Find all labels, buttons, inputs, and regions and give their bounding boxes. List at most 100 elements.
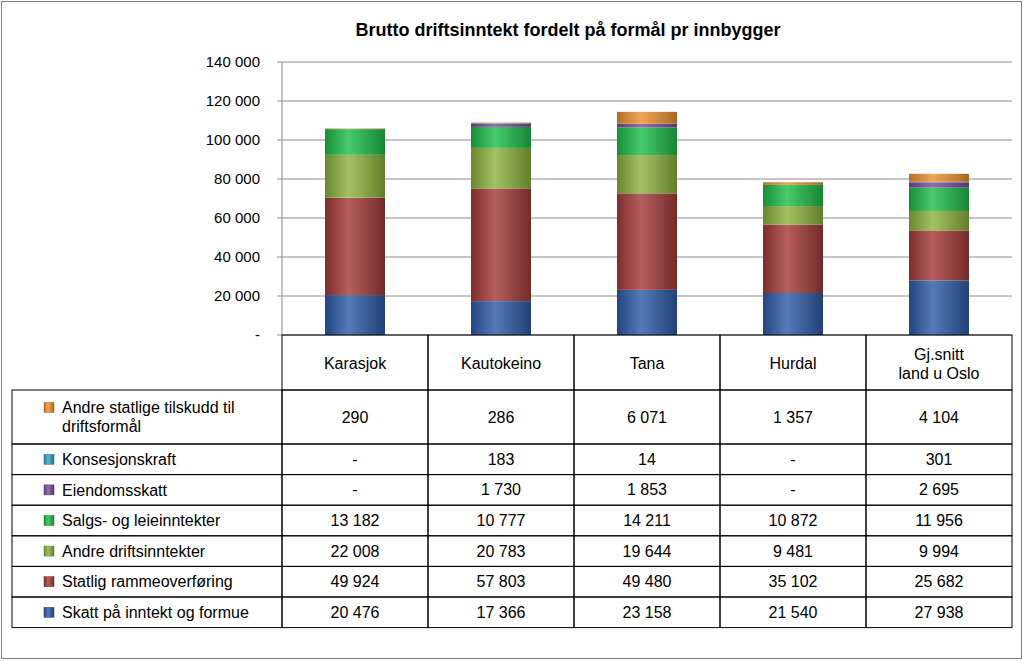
legend-key bbox=[44, 454, 54, 464]
table-row-header-cell bbox=[12, 505, 282, 536]
bar-segment bbox=[617, 290, 677, 335]
legend-label: Skatt på inntekt og formue bbox=[62, 604, 249, 621]
table-cell bbox=[428, 597, 574, 628]
table-value: 6 071 bbox=[627, 409, 667, 426]
table-cell bbox=[866, 566, 1012, 597]
category-label-line: Hurdal bbox=[769, 355, 816, 372]
table-cell bbox=[720, 505, 866, 536]
table-value: - bbox=[352, 481, 357, 498]
bar-segment bbox=[617, 127, 677, 155]
table-cell bbox=[866, 390, 1012, 444]
tick-mark bbox=[277, 296, 282, 297]
table-row-header-cell bbox=[12, 566, 282, 597]
table-cell bbox=[428, 566, 574, 597]
table-value: 11 956 bbox=[915, 512, 963, 529]
table-value: 14 bbox=[638, 451, 656, 468]
legend-label: Eiendomsskatt bbox=[62, 482, 167, 499]
tick-mark bbox=[277, 257, 282, 258]
bar-segment bbox=[617, 193, 677, 289]
table-cell bbox=[282, 597, 428, 628]
y-tick-label: 60 000 bbox=[214, 209, 260, 226]
table-value: 1 853 bbox=[627, 481, 667, 498]
legend-label: Statlig rammeoverføring bbox=[62, 573, 233, 590]
tick-mark bbox=[277, 140, 282, 141]
table-row-header-cell bbox=[12, 444, 282, 475]
bar-segment bbox=[471, 123, 531, 124]
table-cell bbox=[866, 597, 1012, 628]
table-value: 19 644 bbox=[623, 543, 672, 560]
y-tick-label: 40 000 bbox=[214, 248, 260, 265]
y-tick-label: 20 000 bbox=[214, 287, 260, 304]
table-value: 17 366 bbox=[477, 604, 526, 621]
table-header-cell bbox=[282, 335, 428, 390]
bar-segment bbox=[325, 129, 385, 130]
category-label-line: land u Oslo bbox=[899, 365, 980, 382]
y-tick-label: - bbox=[255, 326, 260, 343]
bar-segment bbox=[909, 182, 969, 187]
legend-label-line: Andre statlige tilskudd til bbox=[62, 399, 235, 416]
bar-segment bbox=[471, 127, 531, 148]
table-cell bbox=[574, 536, 720, 567]
y-axis-line bbox=[282, 62, 283, 335]
tick-mark bbox=[277, 335, 282, 336]
y-tick-label: 80 000 bbox=[214, 170, 260, 187]
table-row-header-cell bbox=[12, 536, 282, 567]
legend-key bbox=[44, 607, 54, 617]
table-cell bbox=[720, 390, 866, 444]
legend-key bbox=[44, 485, 54, 495]
category-label-line: Tana bbox=[630, 355, 665, 372]
bar-segment bbox=[909, 211, 969, 230]
bar-segment bbox=[471, 122, 531, 124]
table-cell bbox=[282, 444, 428, 475]
table-cell bbox=[866, 475, 1012, 506]
bar-segment bbox=[763, 225, 823, 293]
table-value: 14 211 bbox=[623, 512, 671, 529]
table-value: 22 008 bbox=[331, 543, 380, 560]
bar-segment bbox=[471, 188, 531, 301]
tick-mark bbox=[277, 218, 282, 219]
bar-segment bbox=[617, 112, 677, 124]
bar-segment bbox=[617, 155, 677, 193]
bar-segment bbox=[471, 301, 531, 335]
title: Brutto driftsinntekt fordelt på formål p… bbox=[355, 20, 780, 40]
table-cell bbox=[428, 536, 574, 567]
bar-segment bbox=[325, 129, 385, 130]
table-cell bbox=[720, 536, 866, 567]
table-cell bbox=[282, 390, 428, 444]
bar-segment bbox=[909, 230, 969, 280]
y-tick-label: 140 000 bbox=[206, 53, 260, 70]
table-cell bbox=[866, 444, 1012, 475]
table-value: 49 924 bbox=[331, 573, 380, 590]
table-value: 286 bbox=[488, 409, 515, 426]
table-value: 49 480 bbox=[623, 573, 672, 590]
table-cell bbox=[574, 505, 720, 536]
legend-label-line: Konsesjonskraft bbox=[62, 451, 176, 468]
tick-mark bbox=[277, 101, 282, 102]
table-cell bbox=[720, 444, 866, 475]
category-label: Karasjok bbox=[324, 355, 387, 372]
table-row-header-cell bbox=[12, 390, 282, 444]
y-tick-label: 120 000 bbox=[206, 92, 260, 109]
legend-key bbox=[44, 403, 54, 413]
table-cell bbox=[428, 390, 574, 444]
table-cell bbox=[282, 475, 428, 506]
table-value: - bbox=[790, 481, 795, 498]
bar-segment bbox=[763, 293, 823, 335]
table-value: 57 803 bbox=[477, 573, 526, 590]
chart-frame bbox=[2, 2, 1022, 659]
table-value: - bbox=[352, 451, 357, 468]
category-label-line: Karasjok bbox=[324, 355, 387, 372]
legend-label: Andre statlige tilskudd tildriftsformål bbox=[62, 399, 235, 435]
table-row-header-cell bbox=[12, 597, 282, 628]
table-cell bbox=[866, 536, 1012, 567]
bar-segment bbox=[325, 155, 385, 198]
table-value: 1 357 bbox=[773, 409, 813, 426]
bar-segment bbox=[617, 124, 677, 128]
legend-label: Konsesjonskraft bbox=[62, 451, 176, 468]
table-value: 290 bbox=[342, 409, 369, 426]
table-cell bbox=[574, 597, 720, 628]
table-value: 9 994 bbox=[919, 543, 959, 560]
table-value: 21 540 bbox=[769, 604, 818, 621]
table-value: 4 104 bbox=[919, 409, 959, 426]
legend-label-line: Statlig rammeoverføring bbox=[62, 573, 233, 590]
